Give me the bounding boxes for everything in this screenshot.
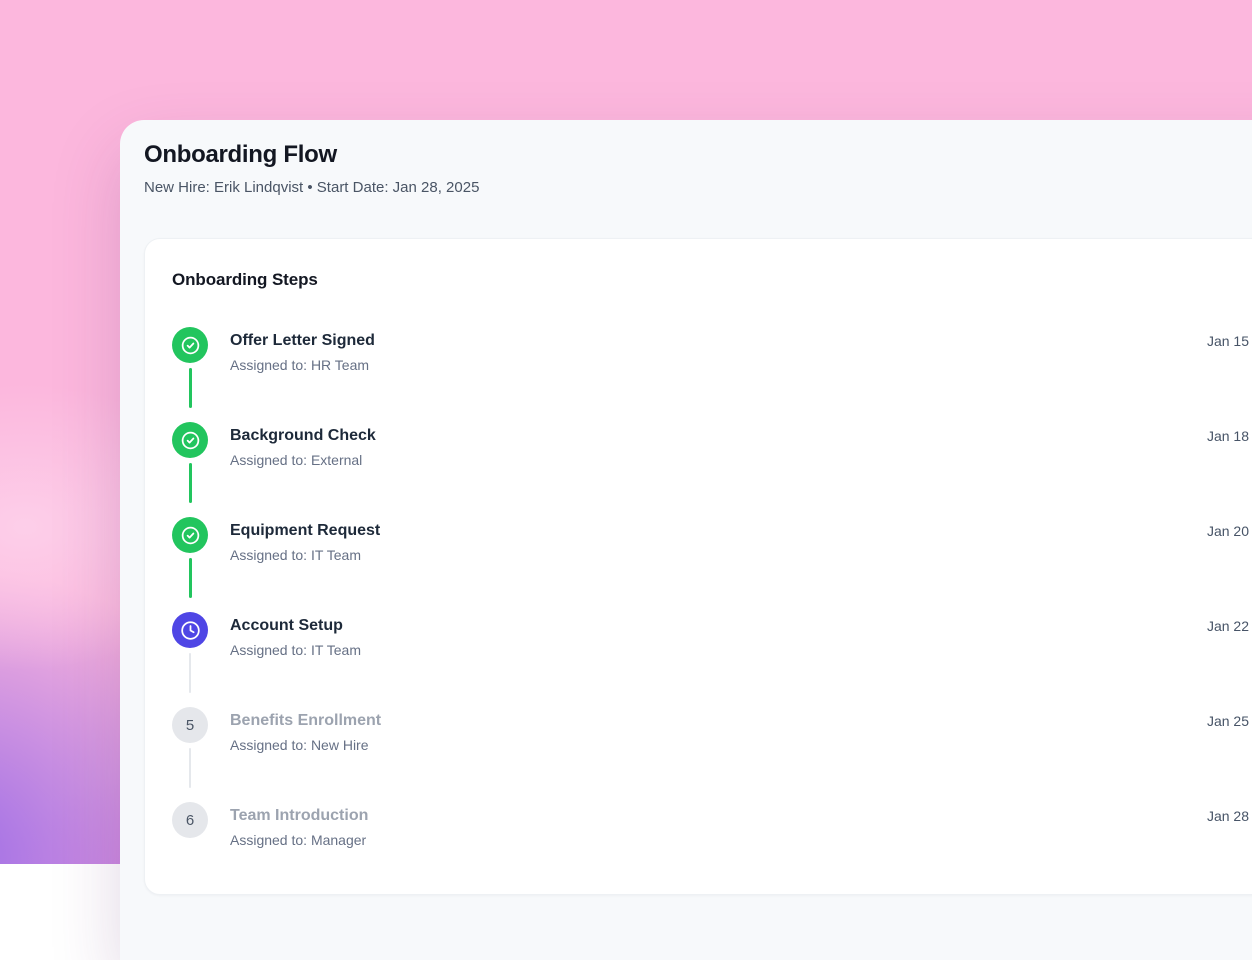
check-circle-icon (172, 422, 208, 458)
step-title: Benefits Enrollment (230, 712, 382, 729)
step-date: Jan 25 (1206, 713, 1249, 729)
step-content: Equipment Request Assigned to: IT Team (230, 517, 1207, 565)
step-connector (189, 748, 191, 788)
step-content: Benefits Enrollment Assigned to: New Hire (230, 707, 1207, 755)
check-circle-icon (172, 517, 208, 553)
step-connector (188, 463, 192, 503)
step-content: Account Setup Assigned to: IT Team (230, 612, 1207, 660)
step-row: Account Setup Assigned to: IT Team Jan 22 (172, 612, 1249, 693)
step-title: Team Introduction (230, 807, 369, 824)
step-assignee: Assigned to: IT Team (230, 547, 361, 563)
step-row: Background Check Assigned to: External Jan… (172, 422, 1249, 503)
step-assignee: Assigned to: Manager (230, 832, 367, 848)
step-date: Jan 15 (1206, 333, 1249, 349)
onboarding-steps-card: Onboarding Steps Offer Letter Signed Assi… (144, 238, 1252, 895)
panel-header: Onboarding Flow New Hire: Erik Lindqvist… (144, 140, 1252, 198)
card-heading: Onboarding Steps (172, 270, 318, 289)
step-date: Jan 18 (1206, 428, 1249, 444)
step-connector (188, 558, 192, 598)
step-number-badge: 5 (172, 707, 208, 743)
step-content: Team Introduction Assigned to: Manager (230, 802, 1207, 850)
step-icon-column: 5 (172, 707, 208, 788)
clock-icon (172, 612, 208, 648)
step-content: Offer Letter Signed Assigned to: HR Team (230, 327, 1207, 375)
step-number-badge: 6 (172, 802, 208, 838)
step-connector (189, 653, 191, 693)
step-date: Jan 28 (1206, 808, 1249, 824)
step-title: Background Check (230, 427, 376, 444)
step-content: Background Check Assigned to: External (230, 422, 1207, 470)
step-assignee: Assigned to: External (230, 452, 363, 468)
step-icon-column (172, 517, 208, 598)
step-icon-column (172, 612, 208, 693)
page-subtitle: New Hire: Erik Lindqvist • Start Date: J… (144, 179, 480, 196)
step-date: Jan 20 (1206, 523, 1249, 539)
step-row: Offer Letter Signed Assigned to: HR Team J… (172, 327, 1249, 408)
page-title: Onboarding Flow (144, 141, 337, 168)
step-title: Offer Letter Signed (230, 332, 375, 349)
step-row: 6 Team Introduction Assigned to: Manager Ja… (172, 802, 1249, 850)
step-connector (188, 368, 192, 408)
step-row: 5 Benefits Enrollment Assigned to: New Hir… (172, 707, 1249, 788)
steps-list: Offer Letter Signed Assigned to: HR Team J… (172, 327, 1249, 850)
onboarding-flow-panel: Onboarding Flow New Hire: Erik Lindqvist… (120, 120, 1252, 960)
step-row: Equipment Request Assigned to: IT Team Jan… (172, 517, 1249, 598)
step-date: Jan 22 (1206, 618, 1249, 634)
step-assignee: Assigned to: IT Team (230, 642, 361, 658)
step-icon-column (172, 422, 208, 503)
step-title: Account Setup (230, 617, 343, 634)
check-circle-icon (172, 327, 208, 363)
step-icon-column: 6 (172, 802, 208, 838)
step-icon-column (172, 327, 208, 408)
step-assignee: Assigned to: New Hire (230, 737, 369, 753)
step-title: Equipment Request (230, 522, 381, 539)
step-assignee: Assigned to: HR Team (230, 357, 370, 373)
